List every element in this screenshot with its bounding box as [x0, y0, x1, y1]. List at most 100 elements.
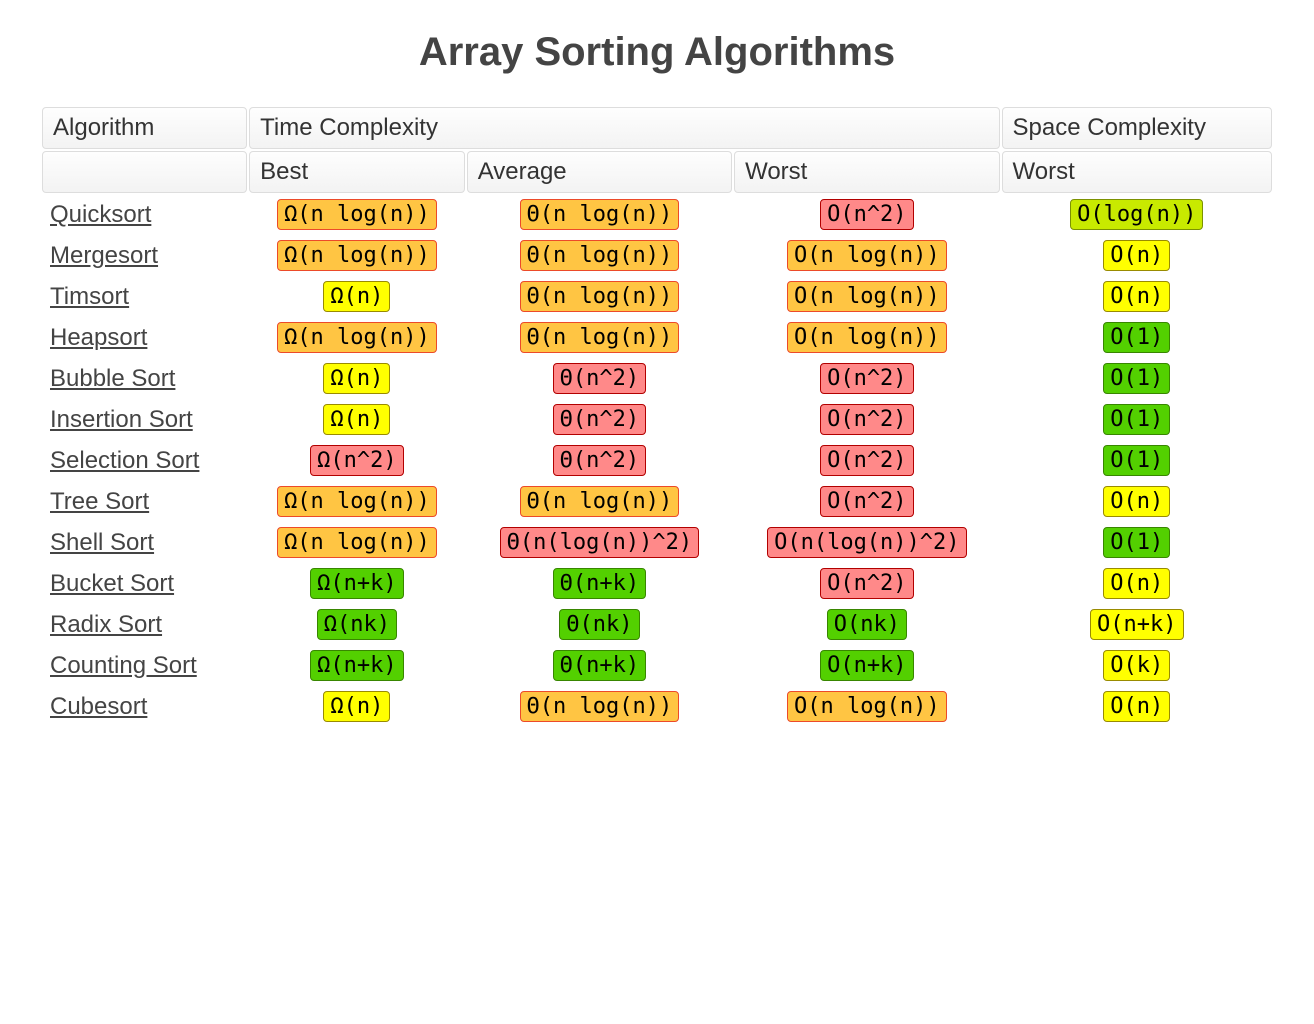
- complexity-avg: Θ(n log(n)): [520, 322, 680, 353]
- complexity-avg: Θ(n(log(n))^2): [500, 527, 699, 558]
- complexity-avg: Θ(n+k): [553, 568, 646, 599]
- cell-space: O(n): [1002, 687, 1272, 726]
- algorithm-link-tree-sort[interactable]: Tree Sort: [50, 488, 149, 515]
- complexity-best: Ω(n log(n)): [277, 527, 437, 558]
- algorithm-link-shell-sort[interactable]: Shell Sort: [50, 529, 154, 556]
- cell-best: Ω(nk): [249, 605, 465, 644]
- table-row: Counting Sort Ω(n+k) Θ(n+k) O(n+k) O(k): [42, 646, 1272, 685]
- cell-best: Ω(n log(n)): [249, 523, 465, 562]
- header-average: Average: [467, 151, 732, 193]
- complexity-worst: O(n(log(n))^2): [767, 527, 966, 558]
- table-row: Timsort Ω(n) Θ(n log(n)) O(n log(n)) O(n): [42, 277, 1272, 316]
- cell-avg: Θ(n log(n)): [467, 195, 732, 234]
- header-time-complexity: Time Complexity: [249, 107, 999, 149]
- page-title: Array Sorting Algorithms: [40, 30, 1274, 75]
- cell-worst: O(n(log(n))^2): [734, 523, 999, 562]
- complexity-worst: O(n^2): [820, 363, 913, 394]
- table-row: Tree SortΩ(n log(n))Θ(n log(n))O(n^2)O(n…: [42, 482, 1272, 521]
- complexity-best: Ω(n log(n)): [277, 322, 437, 353]
- algorithm-name-cell: Quicksort: [42, 195, 247, 234]
- cell-worst: O(n^2): [734, 564, 999, 603]
- algorithm-name-cell: Insertion Sort: [42, 400, 247, 439]
- algorithm-link-heapsort[interactable]: Heapsort: [50, 324, 147, 351]
- complexity-space: O(n): [1103, 240, 1170, 271]
- cell-space: O(n): [1002, 482, 1272, 521]
- algorithm-link-insertion-sort[interactable]: Insertion Sort: [50, 406, 193, 433]
- complexity-avg: Θ(n log(n)): [520, 281, 680, 312]
- cell-best: Ω(n+k): [249, 646, 465, 685]
- cell-best: Ω(n log(n)): [249, 236, 465, 275]
- complexity-worst: O(n log(n)): [787, 322, 947, 353]
- cell-worst: O(n log(n)): [734, 277, 999, 316]
- cell-avg: Θ(n+k): [467, 564, 732, 603]
- table-row: Shell Sort Ω(n log(n)) Θ(n(log(n))^2) O(n(l…: [42, 523, 1272, 562]
- table-row: Insertion SortΩ(n)Θ(n^2)O(n^2)O(1): [42, 400, 1272, 439]
- cell-avg: Θ(n^2): [467, 359, 732, 398]
- complexity-best: Ω(n): [323, 281, 390, 312]
- complexity-space: O(1): [1103, 363, 1170, 394]
- algorithm-name-cell: Tree Sort: [42, 482, 247, 521]
- complexity-worst: O(n^2): [820, 199, 913, 230]
- cell-space: O(k): [1002, 646, 1272, 685]
- complexity-space: O(log(n)): [1070, 199, 1203, 230]
- cell-best: Ω(n): [249, 359, 465, 398]
- cell-avg: Θ(nk): [467, 605, 732, 644]
- complexity-worst: O(n log(n)): [787, 691, 947, 722]
- algorithm-link-mergesort[interactable]: Mergesort: [50, 242, 158, 269]
- algorithm-name-cell: Radix Sort: [42, 605, 247, 644]
- complexity-avg: Θ(n+k): [553, 650, 646, 681]
- complexity-worst: O(n log(n)): [787, 281, 947, 312]
- algorithm-name-cell: Selection Sort: [42, 441, 247, 480]
- cell-worst: O(n^2): [734, 482, 999, 521]
- complexity-worst: O(n log(n)): [787, 240, 947, 271]
- algorithm-link-bucket-sort[interactable]: Bucket Sort: [50, 570, 174, 597]
- complexity-space: O(1): [1103, 322, 1170, 353]
- algorithm-name-cell: Timsort: [42, 277, 247, 316]
- algorithm-link-counting-sort[interactable]: Counting Sort: [50, 652, 197, 679]
- complexity-avg: Θ(n log(n)): [520, 486, 680, 517]
- table-row: Mergesort Ω(n log(n)) Θ(n log(n)) O(n log(n…: [42, 236, 1272, 275]
- cell-best: Ω(n log(n)): [249, 318, 465, 357]
- cell-avg: Θ(n log(n)): [467, 236, 732, 275]
- cell-best: Ω(n log(n)): [249, 195, 465, 234]
- algorithm-link-cubesort[interactable]: Cubesort: [50, 693, 147, 720]
- cell-avg: Θ(n log(n)): [467, 277, 732, 316]
- algorithm-name-cell: Bubble Sort: [42, 359, 247, 398]
- cell-space: O(log(n)): [1002, 195, 1272, 234]
- table-row: Quicksort Ω(n log(n)) Θ(n log(n)) O(n^2) O(l…: [42, 195, 1272, 234]
- cell-space: O(n): [1002, 277, 1272, 316]
- complexity-worst: O(n^2): [820, 445, 913, 476]
- complexity-space: O(n+k): [1090, 609, 1183, 640]
- complexity-best: Ω(n): [323, 691, 390, 722]
- complexity-avg: Θ(n^2): [553, 363, 646, 394]
- cell-space: O(1): [1002, 441, 1272, 480]
- cell-worst: O(n^2): [734, 441, 999, 480]
- algorithm-link-bubble-sort[interactable]: Bubble Sort: [50, 365, 175, 392]
- algorithm-link-quicksort[interactable]: Quicksort: [50, 201, 151, 228]
- header-best: Best: [249, 151, 465, 193]
- cell-worst: O(n^2): [734, 195, 999, 234]
- cell-worst: O(n+k): [734, 646, 999, 685]
- complexity-space: O(n): [1103, 568, 1170, 599]
- complexity-worst: O(n+k): [820, 650, 913, 681]
- cell-avg: Θ(n log(n)): [467, 687, 732, 726]
- table-row: Bucket SortΩ(n+k)Θ(n+k)O(n^2)O(n): [42, 564, 1272, 603]
- complexity-best: Ω(n^2): [310, 445, 403, 476]
- header-blank: [42, 151, 247, 193]
- complexity-space: O(1): [1103, 527, 1170, 558]
- algorithm-link-radix-sort[interactable]: Radix Sort: [50, 611, 162, 638]
- table-row: Selection SortΩ(n^2)Θ(n^2)O(n^2)O(1): [42, 441, 1272, 480]
- complexity-worst: O(n^2): [820, 486, 913, 517]
- complexity-avg: Θ(n log(n)): [520, 240, 680, 271]
- algorithm-link-selection-sort[interactable]: Selection Sort: [50, 447, 199, 474]
- algorithm-link-timsort[interactable]: Timsort: [50, 283, 129, 310]
- table-row: Heapsort Ω(n log(n)) Θ(n log(n)) O(n log(n)…: [42, 318, 1272, 357]
- cell-best: Ω(n^2): [249, 441, 465, 480]
- cell-worst: O(n^2): [734, 359, 999, 398]
- complexity-worst: O(nk): [827, 609, 907, 640]
- header-space-worst: Worst: [1002, 151, 1272, 193]
- header-space-complexity: Space Complexity: [1002, 107, 1272, 149]
- complexity-avg: Θ(n log(n)): [520, 199, 680, 230]
- algorithm-name-cell: Counting Sort: [42, 646, 247, 685]
- complexity-best: Ω(n): [323, 363, 390, 394]
